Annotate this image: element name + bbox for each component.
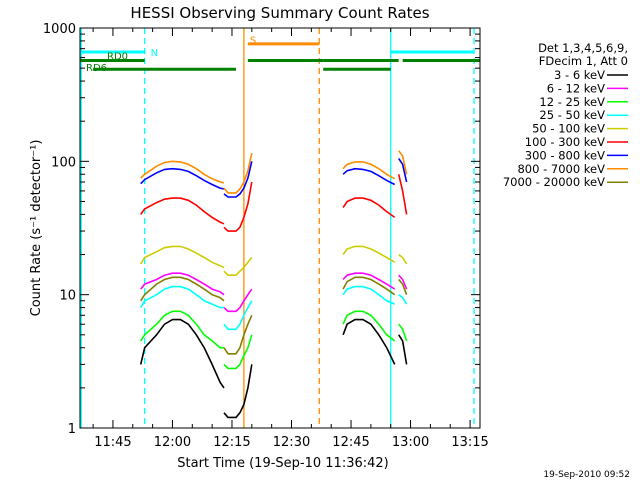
annotation-rd0: RD0: [107, 52, 128, 63]
x-axis-label: Start Time (19-Sep-10 11:36:42): [177, 456, 388, 471]
series-line-6-seg-1: [223, 161, 253, 198]
series-line-5-seg-0: [140, 197, 225, 225]
y-axis: 1 10 100 1000: [43, 22, 480, 437]
series-line-1-seg-0: [140, 272, 225, 296]
series-line-2-seg-3: [398, 323, 408, 342]
legend-label-5: 100 - 300 keV: [525, 135, 605, 149]
series-line-2-seg-0: [140, 310, 224, 349]
series-line-7-seg-2: [342, 161, 396, 180]
y-tick-label-3: 1000: [43, 22, 76, 37]
y-tick-label-2: 100: [51, 155, 76, 170]
series-line-0-seg-0: [139, 318, 225, 389]
legend-label-0: 3 - 6 keV: [554, 68, 605, 82]
legend-label-1: 6 - 12 keV: [547, 81, 605, 95]
legend-header-1: FDecim 1, Att 0: [539, 54, 628, 68]
series-line-2-seg-1: [223, 334, 253, 370]
series-line-4-seg-1: [223, 256, 253, 277]
series-line-5-seg-1: [223, 181, 253, 232]
x-axis: 11:45 12:00 12:15 12:30 12:45 13:00 13:15: [92, 28, 489, 450]
y-tick-label-1: 10: [59, 289, 76, 304]
x-tick-label-2: 12:15: [213, 435, 250, 450]
x-tick-label-4: 12:45: [332, 435, 369, 450]
x-tick-label-3: 12:30: [273, 435, 310, 450]
legend-label-7: 800 - 7000 keV: [517, 162, 605, 176]
plot-frame: [79, 27, 481, 429]
y-axis-label: Count Rate (s⁻¹ detector⁻¹): [29, 140, 44, 317]
annotation-n: N: [151, 48, 158, 59]
chart-title: HESSI Observing Summary Count Rates: [130, 4, 429, 22]
series-line-2-seg-2: [342, 310, 396, 342]
series-line-3-seg-2: [342, 285, 396, 305]
legend-label-8: 7000 - 20000 keV: [503, 175, 605, 189]
series-line-4-seg-2: [342, 245, 396, 263]
annotation-s: S: [250, 35, 256, 46]
series-line-8-seg-2: [342, 276, 396, 296]
annotation-rd6: RD6: [86, 63, 107, 74]
x-tick-label-5: 13:00: [392, 435, 429, 450]
series-line-7-seg-0: [140, 160, 225, 184]
series-line-1-seg-3: [398, 274, 408, 290]
series-line-4-seg-0: [140, 245, 225, 269]
legend: Det 1,3,4,5,6,9,FDecim 1, Att 03 - 6 keV…: [503, 41, 628, 189]
series-line-7-seg-3: [398, 150, 408, 175]
series-line-6-seg-2: [342, 167, 396, 186]
series-line-6-seg-0: [140, 167, 225, 190]
series-line-8-seg-3: [398, 278, 408, 295]
footer-timestamp: 19-Sep-2010 09:52: [543, 470, 630, 480]
legend-header-0: Det 1,3,4,5,6,9,: [538, 41, 628, 55]
legend-label-2: 12 - 25 keV: [539, 95, 605, 109]
y-tick-label-0: 1: [68, 422, 76, 437]
x-tick-label-6: 13:15: [451, 435, 488, 450]
series-line-0-seg-3: [398, 334, 408, 365]
series-line-7-seg-1: [223, 153, 253, 194]
series-line-4-seg-3: [398, 253, 408, 265]
series-line-5-seg-3: [397, 174, 408, 215]
series-line-3-seg-1: [223, 300, 253, 331]
x-tick-label-0: 11:45: [94, 435, 131, 450]
series-line-1-seg-1: [223, 288, 253, 313]
series-line-8-seg-0: [140, 276, 225, 302]
legend-label-4: 50 - 100 keV: [532, 122, 605, 136]
series-line-8-seg-1: [223, 314, 253, 355]
series-line-5-seg-2: [342, 197, 396, 219]
x-tick-label-1: 12:00: [154, 435, 191, 450]
legend-label-3: 25 - 50 keV: [539, 108, 605, 122]
series-line-3-seg-3: [398, 294, 408, 305]
series-line-3-seg-0: [140, 285, 224, 309]
series-line-6-seg-3: [398, 158, 408, 183]
series-line-1-seg-2: [342, 272, 396, 290]
series-line-0-seg-1: [223, 364, 253, 419]
series-line-0-seg-2: [342, 318, 396, 365]
legend-label-6: 300 - 800 keV: [525, 148, 605, 162]
